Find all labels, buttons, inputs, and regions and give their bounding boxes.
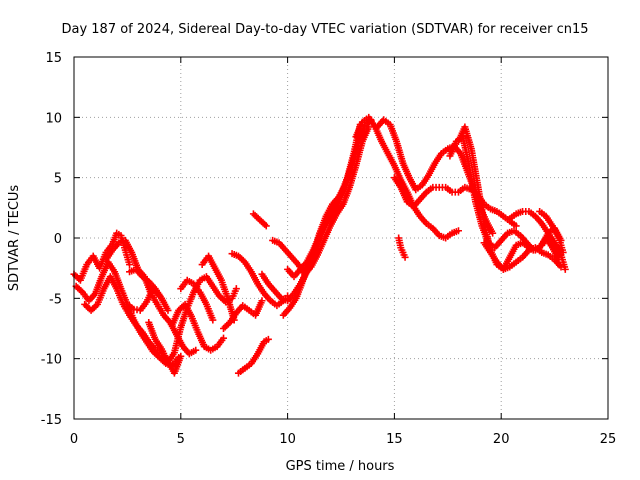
series-track-13 [234,335,272,377]
y-axis-title: SDTVAR / TECUs [7,185,22,292]
series-track-5 [123,285,163,314]
series-track-1 [70,229,134,284]
data-point [177,352,185,360]
series-track-18 [284,142,362,281]
y-tick-label: -10 [41,353,62,368]
series-track-26 [506,207,569,273]
data-point [126,261,134,269]
data-point [192,346,200,354]
y-tick-label: 5 [54,172,62,187]
x-tick-labels: 0 5 10 15 20 25 [70,432,616,447]
x-axis-title: GPS time / hours [286,459,395,474]
series-track-22 [395,234,409,261]
x-tick-label: 20 [493,432,510,447]
data-point [354,142,362,150]
series-track-3 [81,273,185,377]
x-tick-label: 5 [177,432,185,447]
data-point [164,306,172,314]
x-tick-label: 15 [386,432,403,447]
series-track-7 [145,273,240,366]
y-tick-label: -5 [49,292,62,307]
series-track-10 [198,252,238,324]
series-track-27 [536,207,567,256]
data-point [220,334,228,342]
series-track-6 [126,265,172,314]
series-track-19 [352,113,462,242]
series-track-24 [454,123,565,273]
data-point [258,297,266,305]
data-point [512,222,520,230]
series-track-14 [249,210,270,230]
axis-ticks [73,56,609,420]
y-tick-label: 0 [54,232,62,247]
data-point [489,229,497,237]
y-tick-label: 15 [45,51,62,66]
y-tick-labels: -15 -10 -5 0 5 10 15 [41,51,62,428]
series-track-11 [220,297,266,332]
series-track-12 [228,250,292,310]
data-point [559,248,567,256]
chart-title: Day 187 of 2024, Sidereal Day-to-day VTE… [61,22,588,37]
x-tick-label: 10 [279,432,296,447]
data-point [232,285,240,293]
grid-lines [74,57,608,419]
data-point [262,222,270,230]
x-tick-label: 0 [70,432,78,447]
data-point [264,335,272,343]
y-tick-label: 10 [45,111,62,126]
data-point [365,123,373,131]
series-track-8 [168,300,228,354]
data-points [70,113,569,377]
series-track-9 [177,276,217,324]
y-tick-label: -15 [41,413,62,428]
x-tick-label: 25 [600,432,617,447]
data-point [209,316,217,324]
data-point [561,265,569,273]
data-point [401,253,409,261]
data-point [454,227,462,235]
